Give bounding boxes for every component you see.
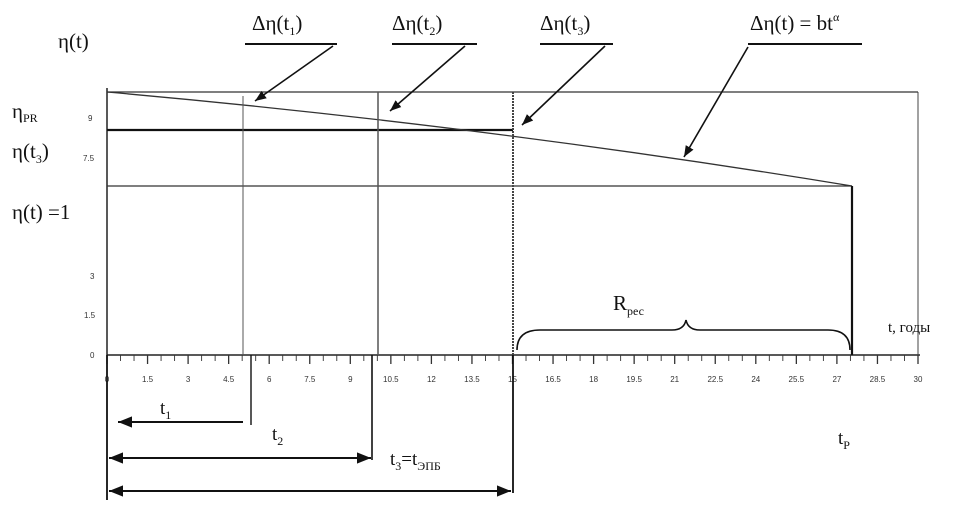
- x-tick-label: 3: [186, 375, 191, 384]
- degradation-curve: [106, 91, 853, 187]
- x-axis-label: t, годы: [888, 320, 930, 336]
- y-tick-7.5: 7.5: [83, 154, 95, 163]
- x-tick-label: 13.5: [464, 375, 480, 384]
- x-tick-label: 4.5: [223, 375, 235, 384]
- x-tick-label: 1.5: [142, 375, 154, 384]
- x-axis-tick-labels: 01.534.567.5910.51213.51516.51819.52122.…: [105, 375, 923, 384]
- label-eta-one: η(t) =1: [12, 200, 70, 224]
- label-t1: t1: [160, 398, 171, 422]
- x-tick-label: 7.5: [304, 375, 316, 384]
- y-tick-3: 3: [90, 272, 95, 281]
- x-tick-label: 27: [832, 375, 841, 384]
- x-tick-label: 25.5: [789, 375, 805, 384]
- callout-delta-t2: Δη(t2): [392, 11, 442, 38]
- callout-delta-t3: Δη(t3): [540, 11, 590, 38]
- x-axis-ticks: [106, 355, 919, 364]
- y-tick-9: 9: [88, 114, 93, 123]
- y-tick-0: 0: [90, 351, 95, 360]
- callout-delta-t3-leader: [521, 45, 606, 126]
- x-tick-label: 30: [914, 375, 923, 384]
- x-tick-label: 10.5: [383, 375, 399, 384]
- x-tick-label: 9: [348, 375, 353, 384]
- x-tick-label: 28.5: [870, 375, 886, 384]
- label-eta-pr: ηPR: [12, 99, 38, 125]
- x-tick-label: 21: [670, 375, 679, 384]
- callout-delta-t1-leader: [254, 45, 334, 102]
- label-t3: t3=tЭПБ: [390, 449, 441, 473]
- x-tick-label: 24: [751, 375, 760, 384]
- label-t2: t2: [272, 424, 283, 448]
- x-tick-label: 16.5: [545, 375, 561, 384]
- x-tick-label: 19.5: [626, 375, 642, 384]
- x-tick-label: 12: [427, 375, 436, 384]
- label-r-res: Rрес: [613, 291, 644, 318]
- r-res-brace: [516, 319, 851, 351]
- callout-delta-t2-leader: [389, 45, 466, 112]
- y-tick-1.5: 1.5: [84, 311, 96, 320]
- callout-delta-t1: Δη(t1): [252, 11, 302, 38]
- x-tick-label: 6: [267, 375, 272, 384]
- callout-formula-leader: [683, 46, 749, 158]
- x-tick-label: 18: [589, 375, 598, 384]
- label-tp: tP: [838, 428, 850, 452]
- label-eta-t3: η(t3): [12, 139, 49, 166]
- y-axis-label: η(t): [58, 29, 89, 53]
- x-tick-label: 22.5: [707, 375, 723, 384]
- callout-formula: Δη(t) = btα: [750, 10, 840, 35]
